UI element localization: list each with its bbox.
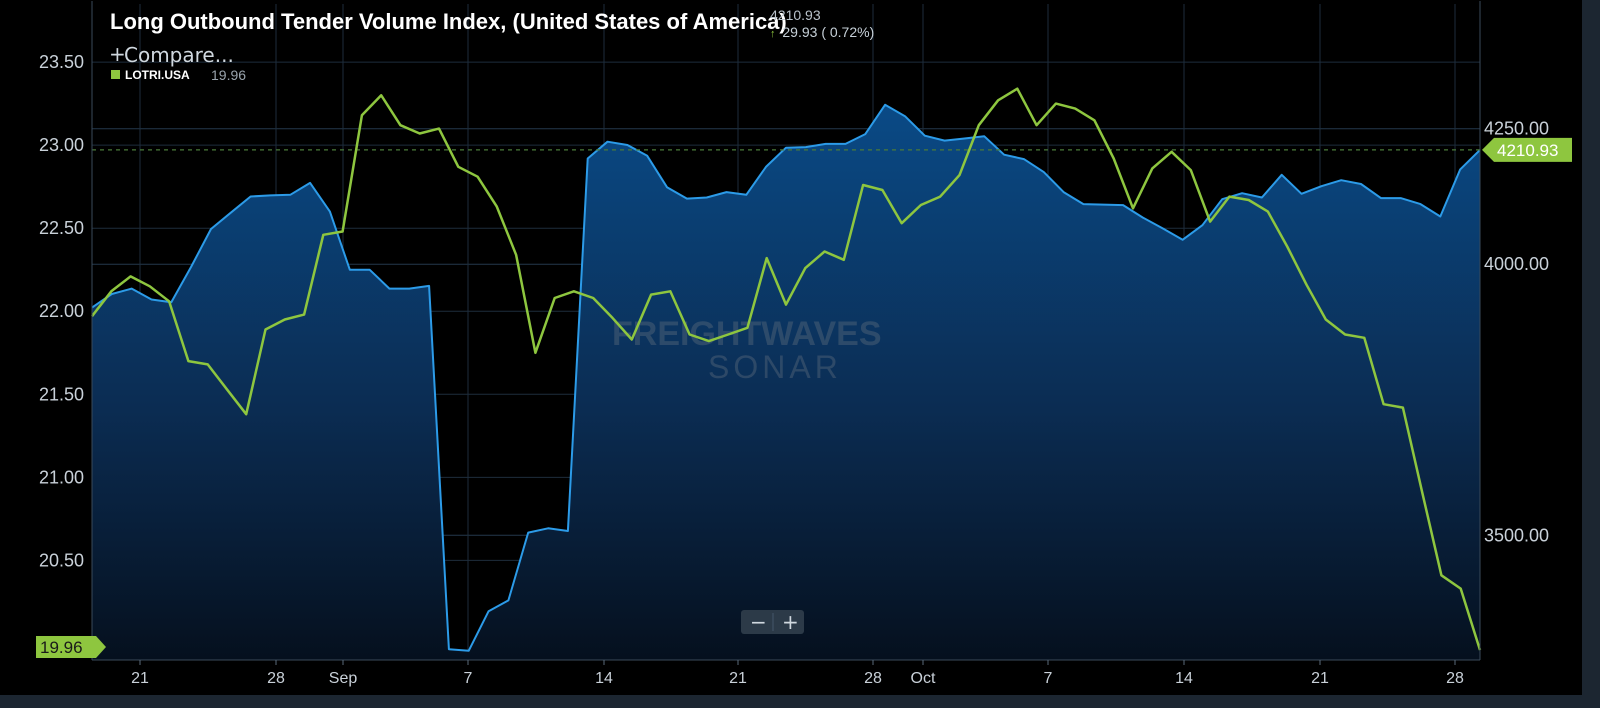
x-axis-ticks: 21 28 Sep 7 14 21 28 Oct 7 14 21 28 — [131, 660, 1464, 687]
x-tick-label: Sep — [329, 670, 358, 687]
x-tick-label: 21 — [131, 670, 149, 687]
plus-icon: + — [109, 42, 126, 66]
right-tick-label: 4000.00 — [1484, 254, 1549, 274]
up-arrow-icon: ↑ — [770, 28, 776, 40]
x-tick-label: 14 — [1175, 670, 1193, 687]
x-tick-label: 28 — [267, 670, 285, 687]
left-tick-label: 21.50 — [39, 384, 84, 404]
x-tick-label: 7 — [464, 670, 473, 687]
left-tick-label: 22.50 — [39, 218, 84, 238]
x-tick-label: 14 — [595, 670, 613, 687]
left-tick-label: 21.00 — [39, 467, 84, 487]
watermark: FREIGHTWAVES SONAR — [612, 315, 882, 385]
legend-series-code: LOTRI.USA — [125, 68, 190, 82]
left-tick-label: 20.50 — [39, 550, 84, 570]
blue-series-line — [91, 103, 1481, 652]
chart-title: Long Outbound Tender Volume Index, (Unit… — [110, 9, 787, 34]
area-series-layer — [91, 103, 1481, 661]
zoom-out-button[interactable]: − — [741, 610, 772, 634]
right-tick-label: 3500.00 — [1484, 525, 1549, 545]
left-tick-label: 22.00 — [39, 301, 84, 321]
x-tick-label: Oct — [911, 670, 936, 687]
compare-label: Compare... — [124, 43, 234, 67]
line-series-layer — [91, 87, 1482, 651]
blue-area-fill — [92, 104, 1480, 661]
green-series-line — [91, 87, 1482, 651]
right-badge-shape — [1482, 137, 1572, 162]
legend-swatch-lotri — [111, 70, 120, 79]
x-tick-label: 21 — [729, 670, 747, 687]
zoom-in-button[interactable]: + — [774, 610, 804, 634]
zoom-control: − + — [741, 610, 804, 634]
left-badge-text: 19.96 — [40, 638, 83, 657]
right-tick-label: 4250.00 — [1484, 119, 1549, 139]
x-tick-label: 21 — [1311, 670, 1329, 687]
left-tick-label: 23.50 — [39, 52, 84, 72]
left-axis-ticks: 20.50 21.00 21.50 22.00 22.50 23.00 23.50 — [39, 52, 84, 570]
header-change: ↑ 29.93 ( 0.72%) — [770, 24, 874, 40]
legend: + Compare... LOTRI.USA 19.96 — [109, 42, 246, 83]
header-current-value: 4210.93 — [770, 7, 821, 23]
left-value-badge: 19.96 — [36, 636, 106, 658]
x-tick-label: 28 — [1446, 670, 1464, 687]
plus-zoom-icon: + — [782, 610, 799, 634]
compare-button[interactable]: + Compare... — [109, 42, 234, 67]
right-badge-text: 4210.93 — [1497, 141, 1558, 160]
left-badge-shape — [36, 636, 106, 658]
right-axis-ticks: 3500.00 4000.00 4250.00 — [1484, 119, 1549, 546]
left-tick-label: 23.00 — [39, 135, 84, 155]
watermark-freightwaves: FREIGHTWAVES — [612, 315, 882, 353]
header-change-text: 29.93 ( 0.72%) — [782, 24, 874, 40]
x-tick-label: 28 — [864, 670, 882, 687]
minus-icon: − — [750, 610, 767, 634]
right-value-badge: 4210.93 — [1482, 137, 1572, 162]
x-tick-label: 7 — [1044, 670, 1053, 687]
chart-header: Long Outbound Tender Volume Index, (Unit… — [110, 7, 874, 40]
watermark-sonar: SONAR — [708, 349, 842, 385]
legend-series-value: 19.96 — [211, 67, 246, 83]
